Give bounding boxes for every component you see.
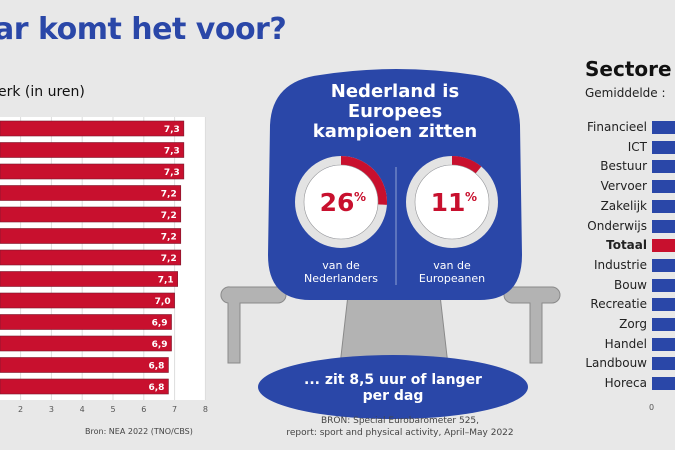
category-label: Vervoer [600, 179, 647, 194]
right-chart-subtitle: Gemiddelde : [585, 86, 666, 100]
caption-line: Europeanen [418, 272, 486, 285]
bar [0, 249, 182, 266]
bar-value-label: 6,9 [152, 340, 168, 350]
caption-line: van de [433, 259, 471, 272]
bar [0, 271, 178, 287]
headline-line: Europees [347, 101, 443, 122]
bar [652, 140, 675, 154]
bar [652, 219, 675, 233]
source-line: report: sport and physical activity, Apr… [286, 428, 514, 438]
percent-sign: % [465, 190, 477, 204]
center-source: BRON: Special Eurobarometer 525, report:… [250, 415, 550, 439]
bar-value-label: 7,2 [161, 254, 177, 264]
chair-seat [258, 355, 528, 419]
category-label: Horeca [604, 376, 647, 391]
chair-left-arm [220, 286, 287, 364]
bar-value-label: 6,8 [148, 383, 164, 393]
x-tick-label: 4 [80, 405, 85, 414]
donut-segment [451, 156, 482, 174]
percent-sign: % [354, 190, 366, 204]
bar-value-label: 7,2 [161, 233, 177, 243]
x-tick-label: 3 [49, 405, 54, 414]
bar-value-label: 6,9 [152, 319, 168, 329]
bar [652, 180, 675, 194]
bar [0, 378, 169, 395]
bar [652, 337, 675, 351]
bar [652, 357, 675, 371]
seat-text-line: ... zit 8,5 uur of langer [304, 372, 482, 388]
x-tick-label: 0 [649, 403, 655, 412]
donut-percent: 11 [431, 188, 466, 217]
bar [652, 160, 675, 174]
bar-value-label: 7,3 [164, 147, 180, 157]
bar-value-label: 7,1 [158, 276, 174, 286]
chair-illustration: 26% 11% [220, 69, 561, 419]
bar [0, 335, 172, 352]
donut-center [414, 164, 490, 240]
category-label: Bestuur [600, 159, 647, 174]
bar-value-label: 7,3 [164, 168, 180, 178]
category-label: Recreatie [590, 297, 647, 312]
bar [652, 298, 675, 312]
right-chart-title: Sectore [585, 57, 672, 81]
bar-value-label: 7,2 [161, 190, 177, 200]
center-headline: Nederland is Europees kampioen zitten [268, 82, 522, 142]
bar [0, 206, 182, 223]
left-bar-chart: 7,3 7,3 7,3 7,2 7,2 7,2 7,2 7,1 7,0 6,9 6,9 6,8 6,8 2… [0, 117, 208, 414]
bar-value-label: 7,0 [155, 297, 171, 307]
bar [652, 239, 675, 253]
headline-line: kampioen zitten [312, 121, 478, 142]
x-tick-label: 2 [18, 405, 23, 414]
caption-line: van de [322, 259, 360, 272]
donut-center [303, 164, 379, 240]
source-line: BRON: Special Eurobarometer 525, [320, 416, 480, 426]
bar [652, 318, 675, 331]
x-tick-label: 6 [141, 405, 146, 414]
seat-text: ... zit 8,5 uur of langer per dag [258, 372, 528, 404]
donut-caption-eu: van de Europeanen [402, 259, 502, 285]
category-label: Bouw [614, 277, 647, 292]
x-tick-label: 7 [172, 405, 177, 414]
bar-value-label: 7,3 [164, 125, 180, 135]
bar [0, 357, 169, 373]
bar [0, 142, 185, 158]
category-label: ICT [627, 139, 647, 154]
category-label: Handel [604, 336, 647, 351]
x-tick-label: 8 [203, 405, 208, 414]
page-title: ar komt het voor? [0, 12, 287, 47]
bar [0, 185, 182, 201]
bar [652, 121, 675, 134]
chair-stem [339, 294, 449, 366]
left-chart-title: erk (in uren) [0, 84, 85, 100]
category-label: Zakelijk [600, 198, 647, 213]
category-label: Industrie [594, 257, 647, 272]
category-label: Financieel [587, 120, 647, 134]
donut-percent: 26 [320, 188, 355, 217]
headline-line: Nederland is [330, 81, 460, 102]
donut-caption-nl: van de Nederlanders [291, 259, 391, 285]
bar-value-label: 6,8 [148, 362, 164, 372]
category-label: Totaal [606, 238, 647, 253]
bar [0, 228, 182, 244]
bar [0, 292, 175, 309]
bar [652, 258, 675, 272]
donut-segment [340, 156, 387, 205]
bar [0, 120, 185, 137]
x-tick-label: 5 [110, 405, 115, 414]
bar [0, 314, 172, 330]
bar [652, 377, 675, 391]
bar [652, 199, 675, 213]
category-label: Zorg [619, 317, 647, 331]
category-label: Landbouw [585, 356, 647, 371]
caption-line: Nederlanders [303, 272, 379, 285]
bar-value-label: 7,2 [161, 211, 177, 221]
seat-text-line: per dag [362, 388, 424, 404]
bar [652, 278, 675, 292]
category-label: Onderwijs [587, 218, 647, 233]
bar [0, 163, 185, 180]
left-chart-source: Bron: NEA 2022 (TNO/CBS) [85, 427, 193, 436]
